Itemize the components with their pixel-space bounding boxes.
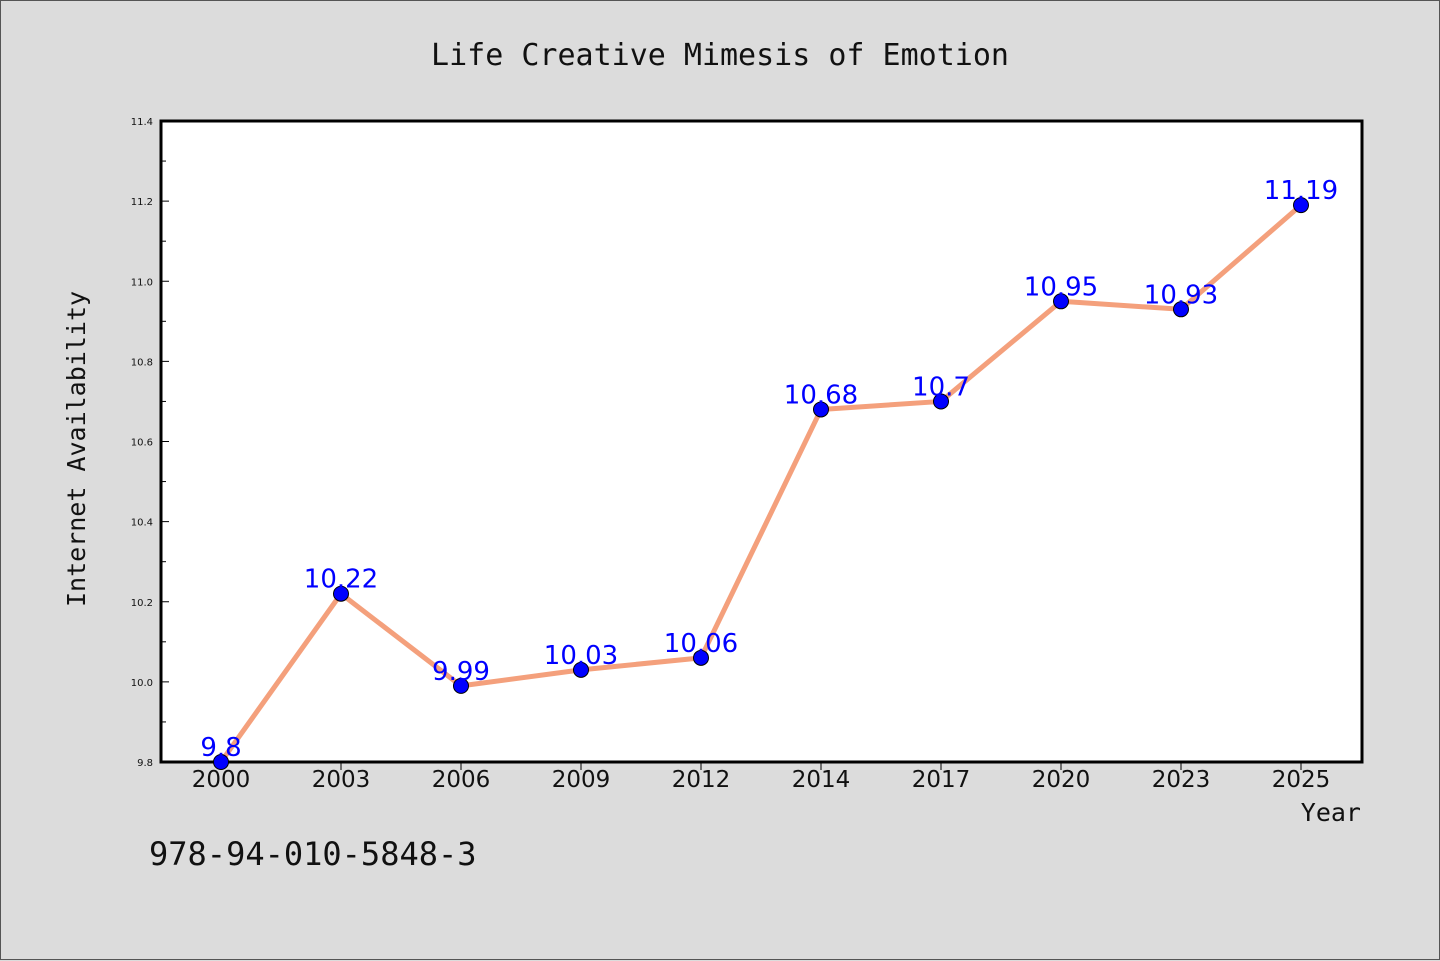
data-label: 11.19 <box>1264 176 1338 206</box>
data-point <box>1173 301 1189 318</box>
data-point <box>573 661 589 678</box>
data-label: 10.7 <box>912 372 970 402</box>
x-tick-label: 2017 <box>912 767 971 793</box>
y-tick-label: 10.0 <box>131 678 153 689</box>
series-line-group <box>218 203 1303 764</box>
data-point <box>213 754 229 770</box>
y-tick-label: 10.4 <box>131 518 153 529</box>
data-label: 10.68 <box>784 380 858 410</box>
x-tick-label: 2020 <box>1032 767 1091 793</box>
data-label: 10.93 <box>1144 280 1218 310</box>
data-point <box>1053 293 1069 310</box>
x-tick-label: 2025 <box>1272 767 1331 793</box>
data-label: 10.22 <box>304 565 378 595</box>
y-tick-label: 10.8 <box>131 357 153 368</box>
y-axis: 9.8 10.0 10.2 10.4 10.6 10.8 11.0 11.2 11.4 <box>131 117 169 769</box>
data-label: 9.99 <box>432 657 490 687</box>
y-tick-label: 10.6 <box>131 438 153 449</box>
x-tick-label: 2009 <box>552 767 611 793</box>
x-axis-label: Year <box>1301 798 1361 827</box>
marker-group <box>213 197 1309 770</box>
x-tick-label: 2023 <box>1152 767 1211 793</box>
data-label: 10.03 <box>544 641 618 671</box>
data-point <box>933 393 949 410</box>
x-tick-label: 2006 <box>432 767 491 793</box>
chart-title: Life Creative Mimesis of Emotion <box>431 38 1009 73</box>
x-tick-label: 2014 <box>792 767 851 793</box>
x-tick-label: 2000 <box>192 767 251 793</box>
y-tick-label: 11.2 <box>131 197 153 208</box>
x-tick-label: 2003 <box>312 767 371 793</box>
data-point <box>813 401 829 418</box>
data-label: 10.95 <box>1024 272 1098 302</box>
series-line <box>218 203 1303 764</box>
y-axis-label: Internet Availability <box>62 291 91 607</box>
data-label: 9.8 <box>200 733 241 763</box>
isbn-text: 978-94-010-5848-3 <box>149 835 477 873</box>
y-tick-label: 10.2 <box>131 598 153 609</box>
y-tick-label: 9.8 <box>137 758 153 769</box>
y-tick-label: 11.4 <box>131 117 153 128</box>
y-tick-label: 11.0 <box>131 277 153 288</box>
plot-area <box>159 119 1364 764</box>
data-point <box>693 649 709 666</box>
data-point <box>333 585 349 602</box>
data-label: 10.06 <box>664 629 738 659</box>
x-axis: 2000 2003 2006 2009 2012 2014 2017 2020 2023 2025 <box>192 762 1331 793</box>
x-tick-label: 2012 <box>672 767 731 793</box>
data-label-group: 9.8 10.22 9.99 10.03 10.06 10.68 10.7 10.95 10.9… <box>200 176 1338 763</box>
data-point <box>1293 197 1309 214</box>
data-point <box>453 677 469 694</box>
